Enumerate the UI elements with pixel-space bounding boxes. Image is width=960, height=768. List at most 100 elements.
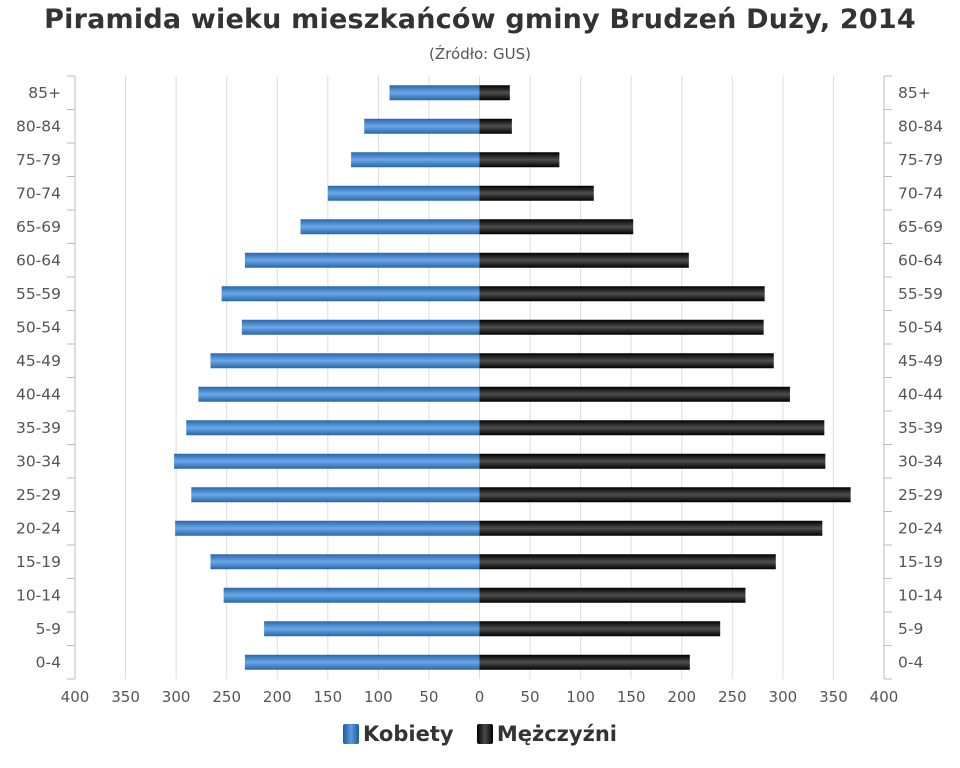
category-label-left: 30-34 [16,452,61,470]
category-label-left: 80-84 [16,117,61,135]
category-label-left: 15-19 [16,553,61,571]
bar-kobiety-5-9 [264,621,480,637]
bar-mezczyzni-65-69 [479,219,634,235]
legend: Kobiety Mężczyźni [0,722,960,749]
bar-kobiety-65-69 [300,219,480,235]
x-tick-label: 350 [111,688,140,706]
x-tick-label: 50 [419,688,438,706]
category-label-right: 75-79 [898,151,943,169]
bar-mezczyzni-60-64 [479,252,689,268]
bar-kobiety-55-59 [221,286,480,302]
bar-kobiety-15-19 [210,554,480,570]
x-tick-label: 100 [566,688,595,706]
bar-layer [174,85,851,670]
category-label-right: 80-84 [898,117,943,135]
x-tick-label: 200 [263,688,292,706]
bar-mezczyzni-55-59 [479,286,765,302]
legend-item-mezczyzni[interactable]: Mężczyźni [476,722,617,746]
bar-mezczyzni-35-39 [479,420,825,436]
x-tick-label: 300 [162,688,191,706]
bar-kobiety-35-39 [186,420,480,436]
x-tick-label: 50 [521,688,540,706]
bar-mezczyzni-20-24 [479,520,823,536]
bar-kobiety-25-29 [191,487,480,503]
category-label-right: 35-39 [898,419,943,437]
bar-mezczyzni-15-19 [479,554,776,570]
bar-kobiety-30-34 [174,453,480,469]
category-label-left: 85+ [28,84,61,102]
x-tick-label: 250 [718,688,747,706]
x-tick-label: 250 [212,688,241,706]
bar-mezczyzni-50-54 [479,319,764,335]
category-label-left: 0-4 [36,653,61,671]
x-tick-label: 150 [313,688,342,706]
category-label-left: 55-59 [16,285,61,303]
category-label-right: 10-14 [898,586,943,604]
category-label-right: 0-4 [898,653,923,671]
bar-kobiety-80-84 [364,118,480,134]
category-label-left: 65-69 [16,218,61,236]
bar-mezczyzni-80-84 [479,118,512,134]
chart-title: Piramida wieku mieszkańców gminy Brudzeń… [44,4,916,35]
category-label-left: 40-44 [16,385,61,403]
category-label-right: 70-74 [898,184,943,202]
category-label-left: 35-39 [16,419,61,437]
category-label-right: 65-69 [898,218,943,236]
category-label-left: 70-74 [16,184,61,202]
category-label-left: 20-24 [16,519,61,537]
bar-kobiety-0-4 [244,654,480,670]
category-label-left: 10-14 [16,586,61,604]
bar-mezczyzni-70-74 [479,185,594,201]
category-label-left: 25-29 [16,486,61,504]
bar-kobiety-85+ [389,85,480,101]
category-label-left: 75-79 [16,151,61,169]
category-label-left: 50-54 [16,318,61,336]
category-label-left: 60-64 [16,251,61,269]
bar-kobiety-10-14 [223,587,480,603]
x-tick-label: 400 [870,688,899,706]
bar-kobiety-60-64 [244,252,480,268]
category-label-right: 85+ [898,84,931,102]
category-label-right: 55-59 [898,285,943,303]
bar-mezczyzni-30-34 [479,453,826,469]
category-label-right: 45-49 [898,352,943,370]
x-tick-label: 300 [769,688,798,706]
bar-kobiety-45-49 [210,353,480,369]
x-tick-label: 150 [617,688,646,706]
legend-swatch-kobiety [343,724,360,744]
legend-item-kobiety[interactable]: Kobiety [343,722,454,746]
bar-mezczyzni-40-44 [479,386,790,402]
bar-kobiety-20-24 [175,520,480,536]
bar-mezczyzni-5-9 [479,621,721,637]
bar-mezczyzni-45-49 [479,353,774,369]
bar-mezczyzni-10-14 [479,587,746,603]
bar-kobiety-50-54 [241,319,480,335]
x-tick-label: 200 [667,688,696,706]
legend-swatch-mezczyzni [476,724,493,744]
legend-label-kobiety: Kobiety [363,722,454,746]
category-label-right: 25-29 [898,486,943,504]
category-label-right: 50-54 [898,318,943,336]
bar-kobiety-70-74 [327,185,480,201]
bar-kobiety-75-79 [351,152,480,168]
bar-mezczyzni-85+ [479,85,510,101]
axis-layer: 400 350 300 250 200 150 100 50 0 50 100 150 200 250 30… [61,75,899,706]
bar-mezczyzni-0-4 [479,654,690,670]
category-label-left: 45-49 [16,352,61,370]
x-tick-label: 400 [61,688,90,706]
x-tick-label: 350 [819,688,848,706]
category-label-right: 40-44 [898,385,943,403]
bar-mezczyzni-75-79 [479,152,560,168]
chart-subtitle: (Źródło: GUS) [429,45,531,63]
x-tick-label: 0 [475,688,485,706]
category-label-right: 20-24 [898,519,943,537]
category-label-left: 5-9 [36,620,61,638]
category-label-right: 30-34 [898,452,943,470]
label-layer: 85+ 85+ 80-84 80-84 75-79 75-79 70-74 70-74 65-6… [16,84,943,672]
legend-label-mezczyzni: Mężczyźni [496,722,617,746]
category-label-right: 15-19 [898,553,943,571]
bar-mezczyzni-25-29 [479,487,851,503]
bar-kobiety-40-44 [198,386,480,402]
category-label-right: 5-9 [898,620,923,638]
